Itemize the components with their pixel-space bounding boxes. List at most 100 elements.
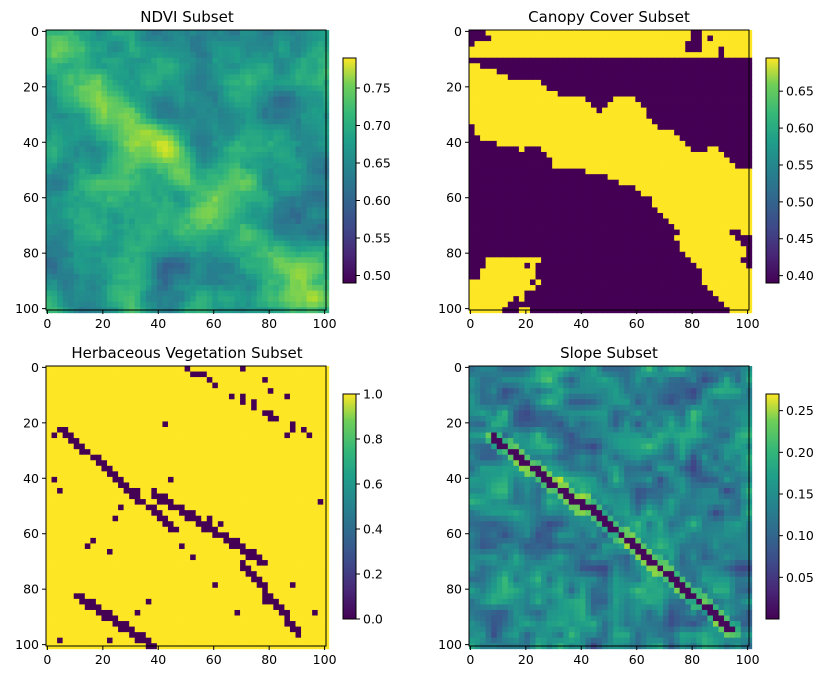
heatmap-cell — [273, 190, 280, 197]
heatmap-cell — [306, 90, 313, 97]
heatmap-cell — [140, 46, 147, 53]
heatmap-cell — [112, 224, 119, 230]
heatmap-cell — [602, 85, 609, 92]
heatmap-cell — [552, 63, 559, 70]
heatmap-cell — [162, 229, 169, 236]
heatmap-cell — [184, 135, 191, 142]
heatmap-cell — [624, 124, 631, 131]
heatmap-cell — [735, 85, 742, 92]
heatmap-cell — [278, 85, 285, 92]
heatmap-cell — [251, 251, 258, 258]
heatmap-cell — [284, 146, 291, 153]
heatmap-cell — [140, 179, 147, 186]
heatmap-cell — [491, 124, 498, 131]
heatmap-cell — [245, 257, 252, 264]
heatmap-cell — [541, 46, 548, 53]
heatmap-cell — [712, 113, 719, 120]
heatmap-cell — [312, 46, 319, 53]
heatmap-cell — [518, 207, 525, 214]
heatmap-cell — [518, 201, 525, 208]
heatmap-cell — [663, 57, 669, 64]
heatmap-cell — [474, 218, 481, 225]
heatmap-cell — [640, 52, 647, 59]
heatmap-cell — [262, 113, 269, 120]
heatmap-cell — [712, 85, 719, 92]
heatmap-cell — [267, 207, 274, 214]
heatmap-cell — [51, 285, 58, 291]
heatmap-cell — [306, 63, 313, 70]
heatmap-cell — [240, 240, 246, 247]
heatmap-cell — [674, 41, 681, 48]
heatmap-cell — [707, 140, 714, 147]
heatmap-cell — [469, 135, 475, 142]
heatmap-cell — [179, 174, 186, 181]
heatmap-cell — [651, 135, 658, 142]
heatmap-cell — [563, 190, 570, 197]
heatmap-cell — [234, 102, 241, 109]
heatmap-cell — [278, 79, 285, 86]
heatmap-cell — [201, 157, 208, 164]
heatmap-cell — [317, 63, 324, 70]
heatmap-cell — [707, 129, 714, 136]
heatmap-cell — [696, 79, 703, 86]
heatmap-cell — [529, 179, 536, 186]
heatmap-cell — [524, 35, 531, 42]
heatmap-cell — [217, 157, 224, 164]
heatmap-cell — [701, 96, 708, 103]
heatmap-cell — [529, 157, 536, 164]
heatmap-cell — [541, 246, 548, 253]
heatmap-cell — [212, 251, 219, 258]
heatmap-cell — [201, 190, 208, 197]
heatmap-cell — [151, 240, 158, 247]
heatmap-cell — [696, 229, 703, 236]
heatmap-cell — [234, 235, 241, 242]
heatmap-cell — [101, 102, 108, 109]
heatmap-cell — [123, 41, 130, 48]
heatmap-cell — [679, 179, 686, 186]
heatmap-cell — [278, 201, 285, 208]
heatmap-cell — [251, 135, 258, 142]
heatmap-cell — [167, 85, 174, 92]
heatmap-cell — [685, 179, 692, 186]
heatmap-cell — [240, 185, 246, 192]
heatmap-cell — [118, 57, 125, 64]
heatmap-cell — [491, 207, 498, 214]
heatmap-cell — [485, 30, 492, 36]
heatmap-cell — [469, 168, 475, 175]
heatmap-cell — [151, 185, 158, 192]
heatmap-cell — [707, 273, 714, 280]
heatmap-cell — [668, 74, 675, 81]
heatmap-cell — [524, 224, 531, 230]
heatmap-cell — [240, 140, 246, 147]
heatmap-cell — [84, 201, 91, 208]
heatmap-cell — [317, 151, 324, 158]
heatmap-cell — [712, 151, 719, 158]
heatmap-cell — [167, 290, 174, 297]
heatmap-cell — [195, 79, 202, 86]
heatmap-cell — [217, 190, 224, 197]
heatmap-cell — [635, 118, 642, 125]
heatmap-cell — [46, 229, 52, 236]
heatmap-cell — [474, 68, 481, 75]
heatmap-cell — [740, 207, 747, 214]
heatmap-cell — [690, 102, 697, 109]
heatmap-cell — [179, 41, 186, 48]
heatmap-cell — [212, 168, 219, 175]
heatmap-cell — [57, 85, 64, 92]
heatmap-cell — [685, 90, 692, 97]
heatmap-cell — [524, 257, 531, 264]
heatmap-cell — [134, 52, 141, 59]
heatmap-cell — [718, 224, 725, 230]
heatmap-cell — [607, 262, 614, 269]
heatmap-cell — [696, 63, 703, 70]
heatmap-cell — [62, 190, 69, 197]
heatmap-cell — [529, 57, 536, 64]
heatmap-cell — [212, 85, 219, 92]
heatmap-cell — [240, 57, 246, 64]
heatmap-cell — [251, 268, 258, 275]
heatmap-cell — [474, 124, 481, 131]
heatmap-cell — [223, 212, 230, 219]
heatmap-cell — [696, 179, 703, 186]
heatmap-cell — [469, 113, 475, 120]
heatmap-cell — [306, 102, 313, 109]
